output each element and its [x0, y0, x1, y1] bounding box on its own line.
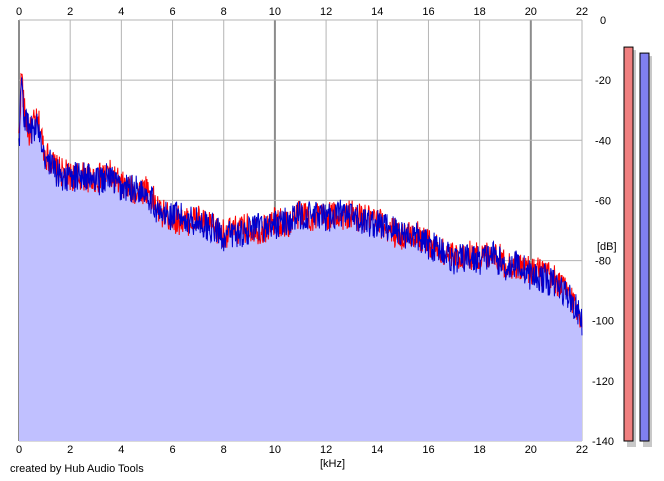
x-tick-top-0: 0 [16, 6, 22, 18]
x-tick-bottom-8: 8 [221, 444, 227, 456]
level-meters [623, 46, 652, 448]
x-tick-bottom-18: 18 [474, 444, 486, 456]
x-tick-top-12: 12 [320, 6, 332, 18]
y-axis-unit-label: [dB] [597, 241, 617, 253]
x-tick-top-6: 6 [169, 6, 175, 18]
x-tick-bottom-12: 12 [320, 444, 332, 456]
y-tick--140: -140 [592, 436, 614, 448]
x-axis-top-ticks: 0 2 4 6 8 10 12 14 16 18 20 22 [16, 6, 588, 18]
x-axis-bottom-ticks: 0 2 4 6 8 10 12 14 16 18 20 22 [16, 444, 588, 456]
y-tick--120: -120 [592, 376, 614, 388]
y-tick--40: -40 [595, 135, 611, 147]
y-tick--80: -80 [595, 256, 611, 268]
y-tick--100: -100 [592, 316, 614, 328]
x-tick-bottom-16: 16 [422, 444, 434, 456]
x-axis-unit-label: [kHz] [320, 458, 345, 470]
x-tick-bottom-2: 2 [67, 444, 73, 456]
x-tick-bottom-4: 4 [118, 444, 124, 456]
x-tick-top-2: 2 [67, 6, 73, 18]
x-tick-bottom-14: 14 [371, 444, 383, 456]
meter-left-bar [623, 46, 634, 442]
spectrum-fill-area [19, 73, 582, 442]
x-tick-bottom-10: 10 [269, 444, 281, 456]
x-tick-bottom-6: 6 [169, 444, 175, 456]
right-channel-line [18, 77, 583, 336]
x-tick-bottom-20: 20 [525, 444, 537, 456]
y-tick-0: 0 [600, 15, 606, 27]
x-tick-bottom-0: 0 [16, 444, 22, 456]
x-tick-bottom-22: 22 [576, 444, 588, 456]
x-tick-top-16: 16 [422, 6, 434, 18]
meter-right-bar [639, 52, 650, 442]
x-tick-top-22: 22 [576, 6, 588, 18]
footer-credit: created by Hub Audio Tools [10, 463, 144, 475]
y-tick--60: -60 [595, 195, 611, 207]
x-tick-top-10: 10 [269, 6, 281, 18]
y-axis-ticks: 0 -20 -40 -60 -80 -100 -120 -140 [592, 15, 614, 448]
x-tick-top-18: 18 [474, 6, 486, 18]
x-tick-top-4: 4 [118, 6, 124, 18]
x-tick-top-20: 20 [525, 6, 537, 18]
y-tick--20: -20 [595, 75, 611, 87]
x-tick-top-8: 8 [221, 6, 227, 18]
x-tick-top-14: 14 [371, 6, 383, 18]
